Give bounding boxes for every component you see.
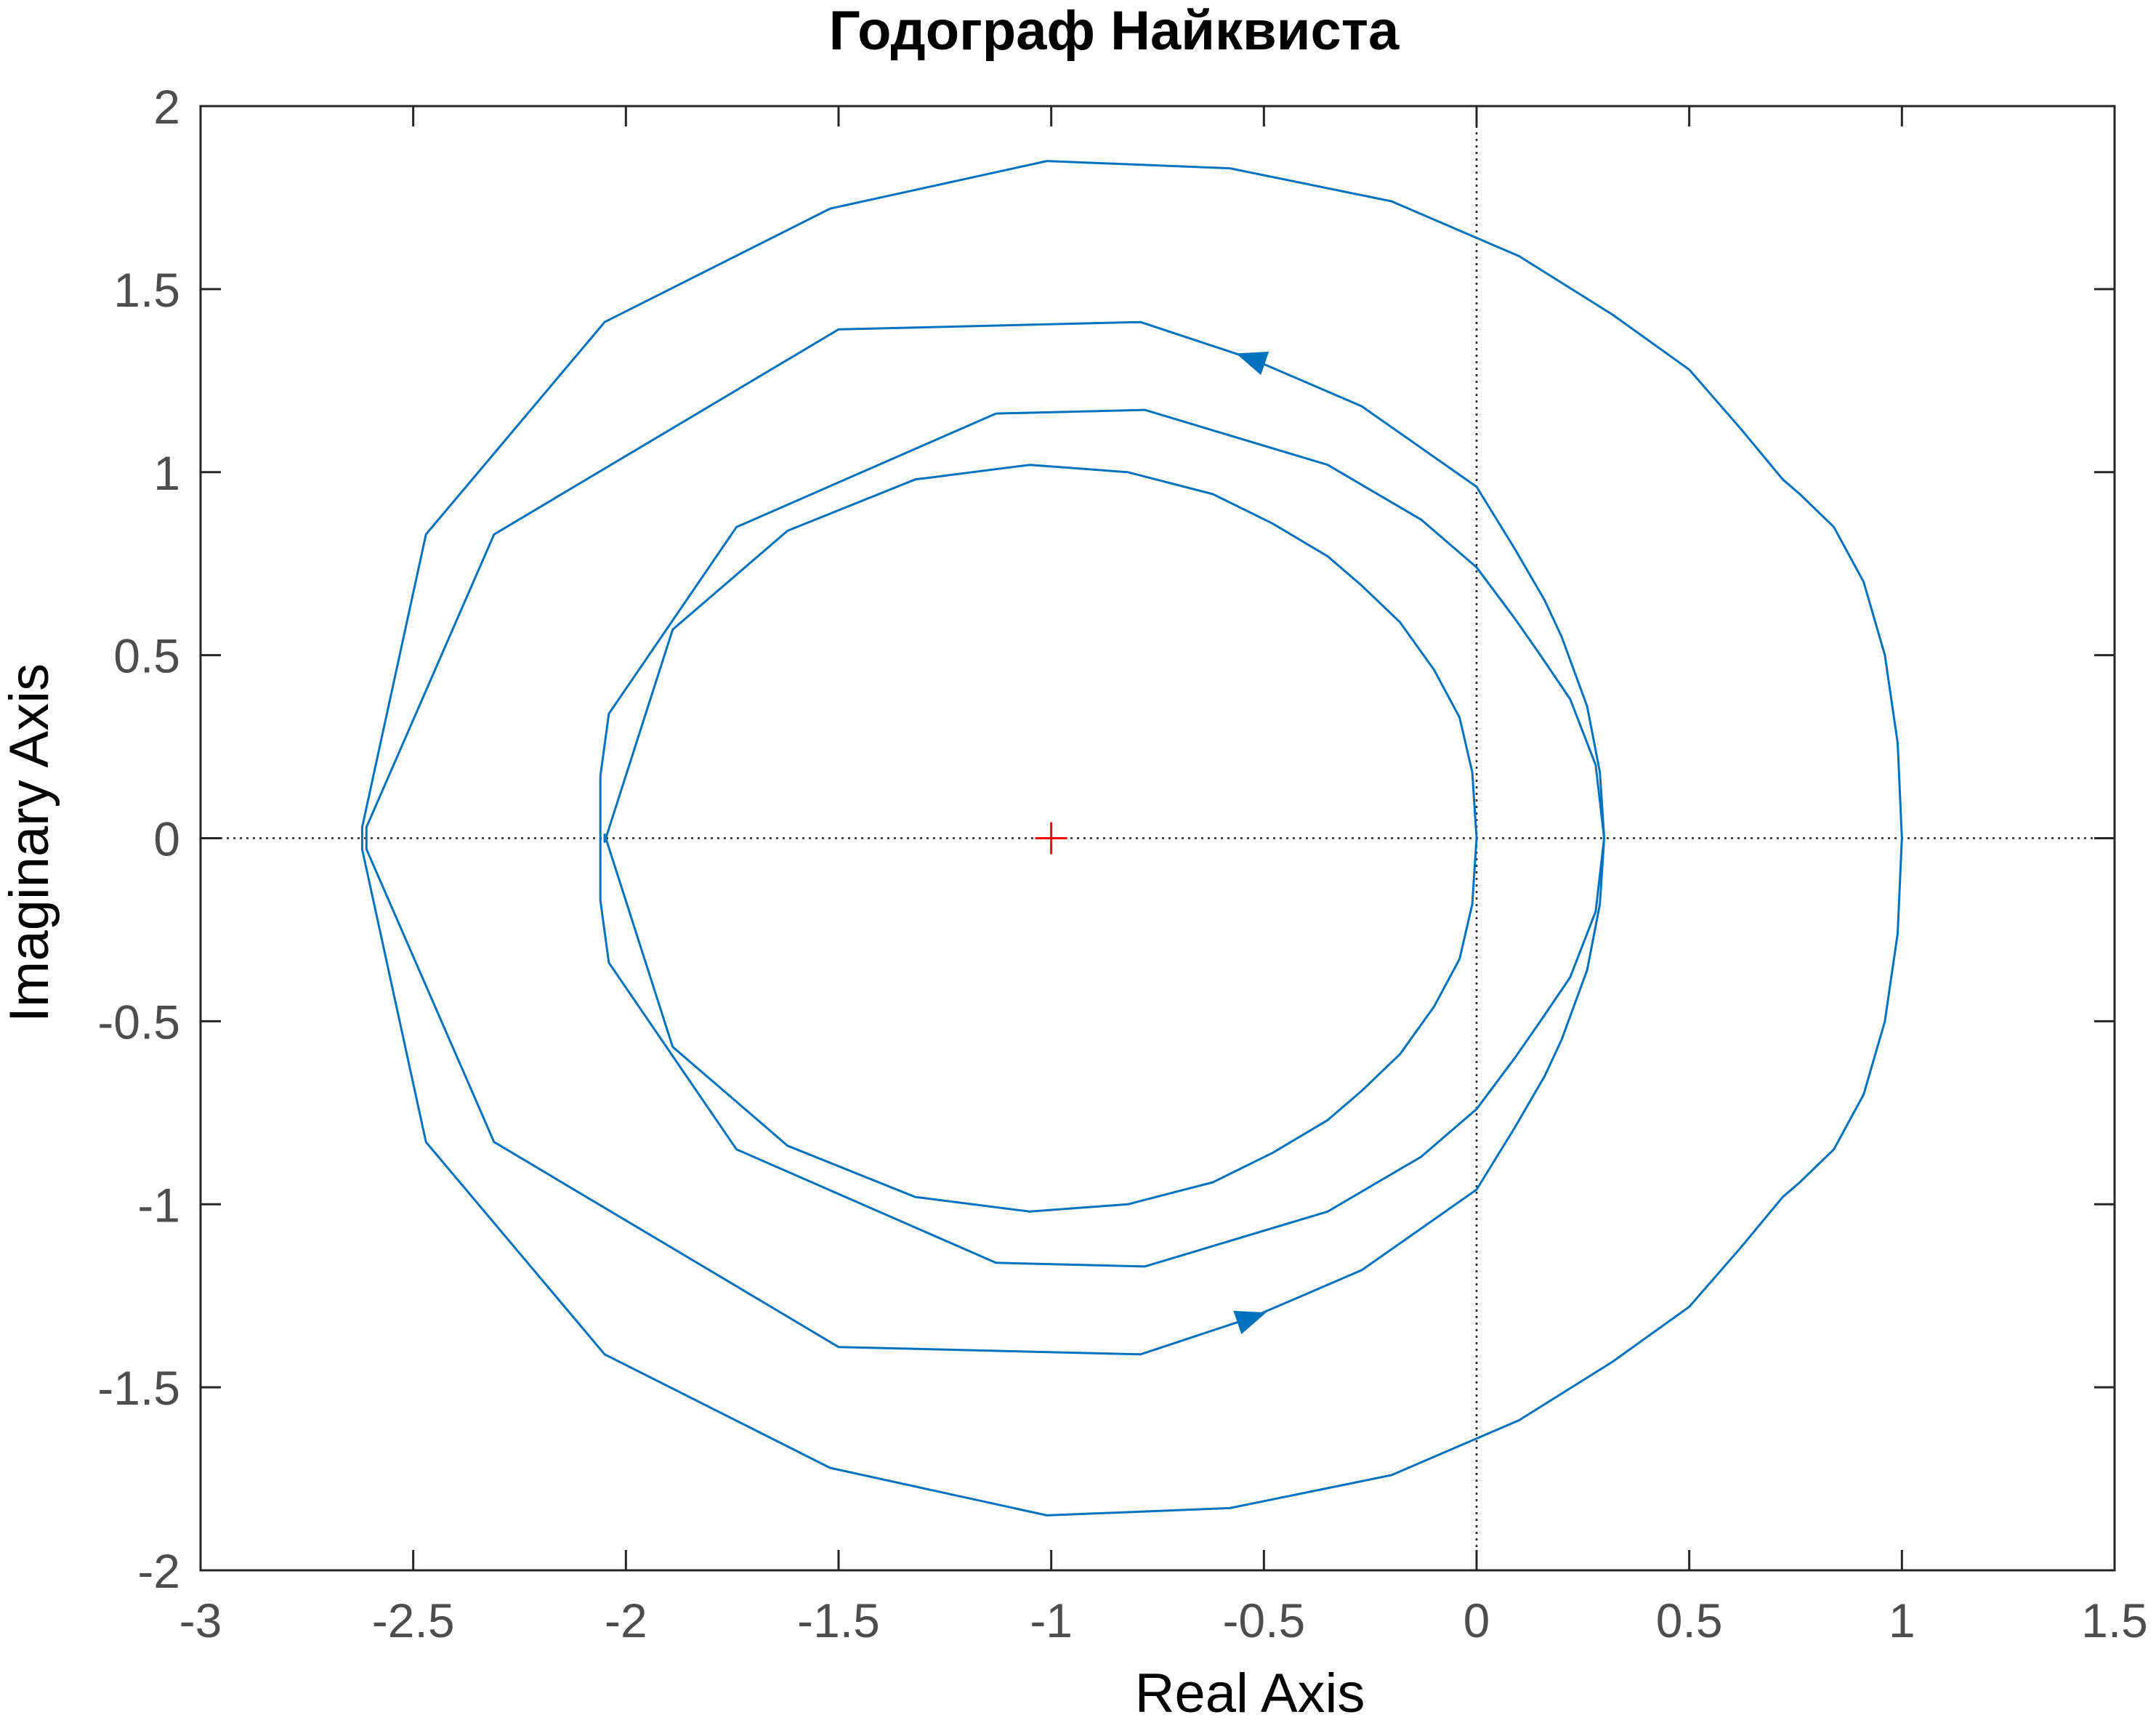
y-tick-label: -0.5 [97, 995, 180, 1049]
direction-arrows [1233, 352, 1269, 1334]
x-tick-label: 1 [1889, 1594, 1915, 1647]
series-line-4 [603, 464, 1478, 1213]
x-tick-label: -1.5 [797, 1594, 880, 1647]
direction-arrow-1 [1235, 352, 1269, 376]
y-tick-label: -1.5 [97, 1361, 180, 1415]
reference-lines [201, 106, 2115, 1570]
y-tick-label: 0 [153, 812, 180, 866]
x-tick-label: 0.5 [1656, 1594, 1723, 1647]
x-axis-label: Real Axis [1135, 1663, 1365, 1720]
x-tick-label: -3 [179, 1594, 222, 1647]
y-tick-label: 1 [153, 446, 180, 500]
critical-point-marker [1035, 822, 1067, 855]
plot-area [199, 105, 2116, 1572]
chart-title: Годограф Найквиста [829, 0, 1400, 62]
series-line-1 [360, 160, 1903, 1517]
direction-arrow-2 [1233, 1310, 1267, 1334]
x-tick-label: -1 [1030, 1594, 1073, 1647]
series-line-2 [365, 320, 1606, 1356]
x-tick-label: -2.5 [372, 1594, 455, 1647]
x-tick-label: -2 [605, 1594, 647, 1647]
x-tick-label: 0 [1463, 1594, 1490, 1647]
y-tick-label: 2 [153, 80, 180, 134]
x-tick-label: 1.5 [2081, 1594, 2148, 1647]
y-tick-label: 0.5 [113, 629, 180, 683]
x-tick-label: -0.5 [1222, 1594, 1305, 1647]
y-tick-label: -2 [137, 1544, 180, 1598]
y-tick-label: 1.5 [113, 263, 180, 317]
series-line-3 [599, 408, 1606, 1268]
series-group [360, 160, 1903, 1517]
y-axis-label: Imaginary Axis [0, 663, 60, 1022]
axis-tick-labels: -3 -2.5 -2 -1.5 -1 -0.5 0 0.5 1 1.5 -2 -1.5 -1 -0.5 0 0… [97, 80, 2148, 1647]
axis-ticks [199, 105, 2116, 1572]
y-tick-label: -1 [137, 1178, 180, 1232]
